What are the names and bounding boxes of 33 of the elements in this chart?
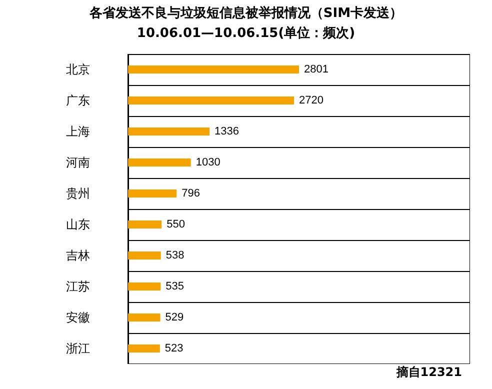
- y-tick-label: 广东: [66, 94, 90, 108]
- data-label: 2720: [299, 94, 324, 106]
- y-tick-label: 上海: [66, 124, 90, 138]
- y-tick-label: 浙江: [66, 342, 90, 356]
- bar: [128, 158, 191, 166]
- y-tick-label: 北京: [66, 62, 90, 76]
- y-tick-label: 江苏: [66, 280, 90, 294]
- chart-subtitle: 10.06.01—10.06.15(单位：频次): [136, 25, 356, 43]
- bar: [128, 96, 294, 104]
- bar: [128, 252, 161, 260]
- y-tick-label: 安徽: [66, 310, 90, 324]
- chart-title: 各省发送不良与垃圾短信息被举报情况（SIM卡发送）: [88, 4, 404, 23]
- data-label: 529: [165, 312, 184, 324]
- bar: [128, 282, 161, 290]
- bar: [128, 344, 160, 352]
- y-tick-label: 吉林: [66, 248, 90, 262]
- y-tick-label: 河南: [66, 156, 90, 170]
- y-tick-label: 贵州: [66, 186, 90, 200]
- data-label: 535: [166, 280, 184, 292]
- data-label: 550: [166, 218, 185, 230]
- bar: [128, 190, 177, 198]
- data-label: 538: [166, 250, 184, 262]
- data-label: 2801: [304, 64, 328, 76]
- bar: [128, 314, 160, 322]
- data-label: 1336: [214, 126, 240, 138]
- data-label: 523: [164, 342, 184, 354]
- text: 摘自12321: [396, 364, 462, 381]
- bar: [128, 128, 210, 136]
- data-label: 796: [182, 188, 200, 200]
- y-tick-label: 山东: [66, 218, 90, 232]
- bar: [128, 220, 162, 228]
- data-label: 1030: [196, 156, 220, 168]
- bar: [128, 66, 299, 74]
